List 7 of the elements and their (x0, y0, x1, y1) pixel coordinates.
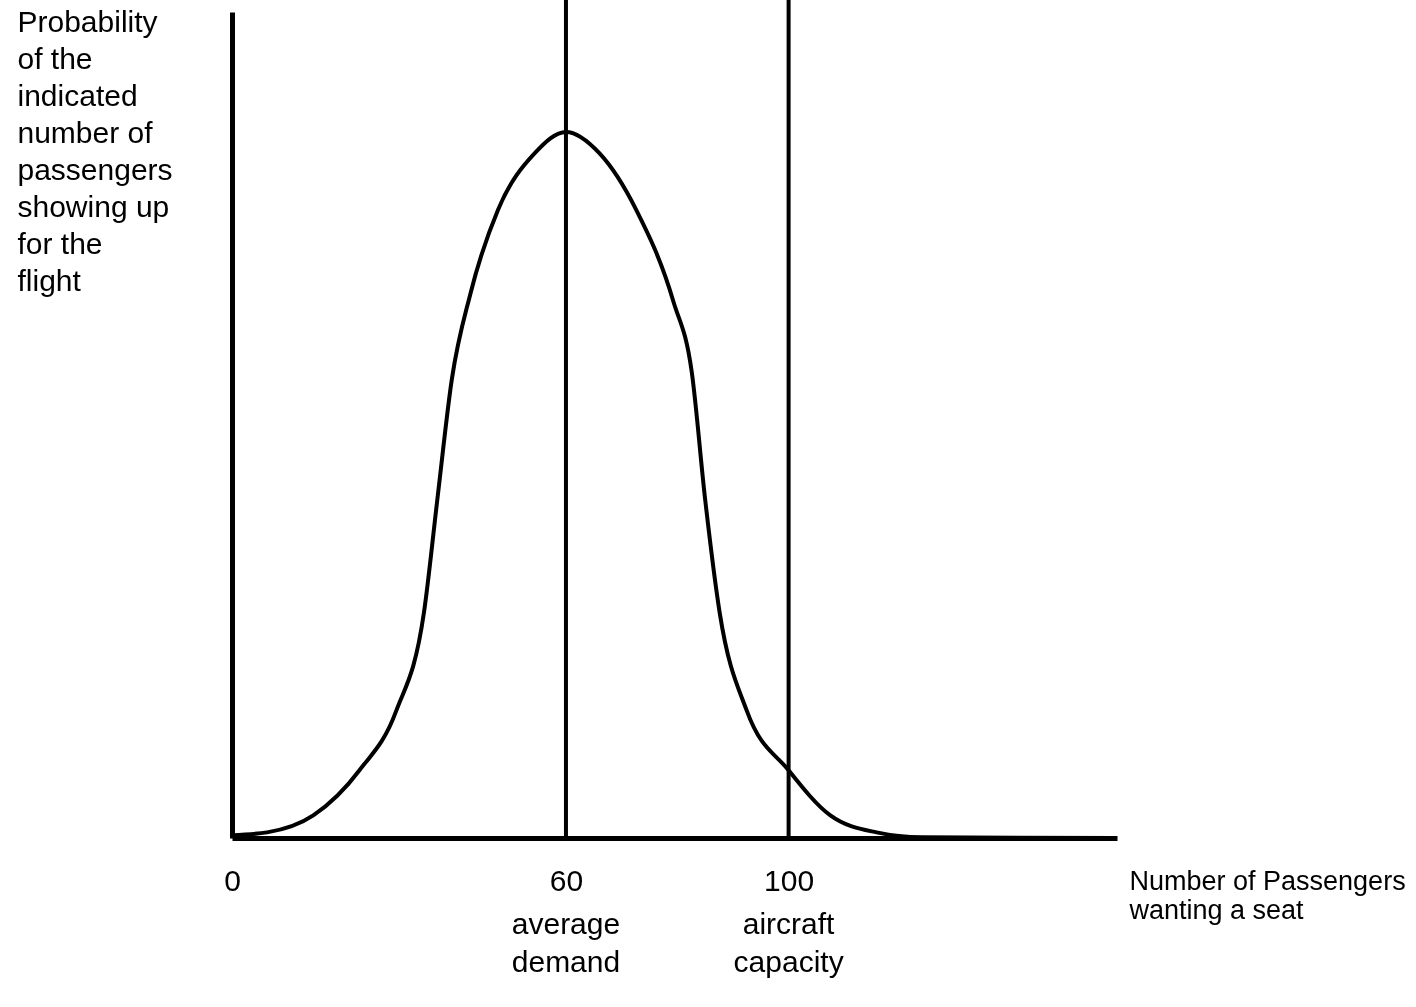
x-tick-label: 60 (549, 863, 584, 897)
x-axis-title: Number of Passengers wanting a seat (1128, 865, 1406, 925)
y-axis-title: Probability of the indicated number of passengers showing up for the flight (17, 4, 173, 297)
x-tick-label: 100 (764, 863, 815, 897)
ref-line-label: aircraft capacity (733, 907, 844, 978)
x-tick-label: 0 (224, 863, 241, 897)
ref-line-label: average demand (511, 907, 621, 978)
